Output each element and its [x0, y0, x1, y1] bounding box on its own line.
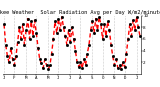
Title: Milwaukee Weather  Solar Radiation Avg per Day W/m2/minute: Milwaukee Weather Solar Radiation Avg pe… — [0, 10, 160, 15]
